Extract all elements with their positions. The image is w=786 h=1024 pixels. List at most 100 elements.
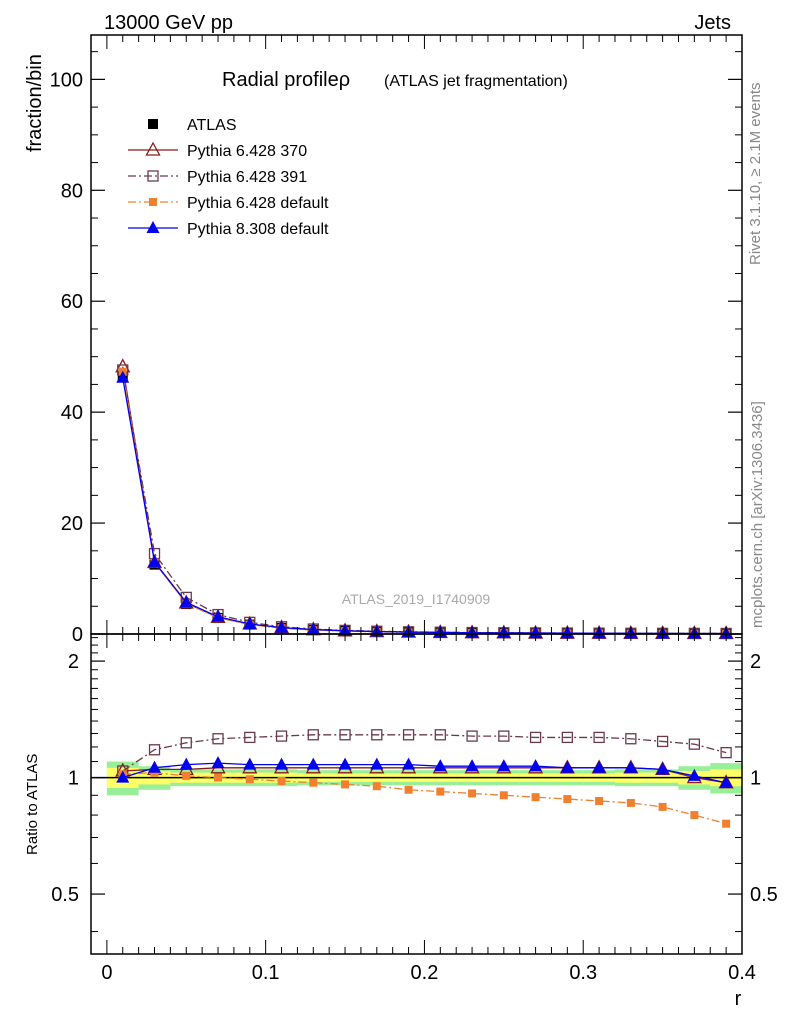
series-3-point [306,757,320,770]
series-3-point [370,757,384,770]
legend-entry: Pythia 6.428 391 [128,169,307,186]
series-1-point [593,731,605,744]
ratio-plot: 0.5 0.5 1 1 2 2 0 0.1 0.2 0.3 0.4 Ratio to ATLAS r [24,633,778,1010]
y-tick-label: 60 [61,291,83,313]
main-y-axis-label: fraction/bin [24,54,46,152]
legend-marker [149,198,157,206]
series-2-point [468,789,477,798]
series-4-point [179,595,193,608]
header-energy-label: 13000 GeV pp [104,12,233,34]
series-1-point [275,730,288,742]
series-2-point [245,775,254,784]
series-3-point [656,762,670,775]
y-tick-label: 20 [61,513,83,535]
mcplots-source-label: mcplots.cern.ch [arXiv:1306.3436] [749,401,766,628]
legend-label: ATLAS [187,117,237,134]
legend-marker [148,119,158,129]
series-2-point [722,819,731,828]
series-1-point [434,729,446,741]
series-3-point [179,757,193,770]
ratio-plot-frame [90,633,743,955]
x-tick-label: 0.1 [252,962,280,984]
ratio-y-tick-label: 2 [68,651,79,673]
series-1-point [466,730,478,742]
series-3-point [116,770,130,783]
series-1-point [402,729,415,741]
series-2-point [182,771,191,780]
series-4-point [275,620,289,633]
series-2-point [372,782,381,791]
chart-title: Radial profileρ [222,69,350,91]
series-3-point [275,757,289,770]
series-3-line [122,762,727,784]
x-tick-label: 0.3 [569,962,597,984]
x-tick-label: 0.2 [411,962,439,984]
ratio-y-tick-label: 1 [68,768,79,790]
x-tick-label: 0.4 [728,962,756,984]
series-1 [117,729,732,777]
series-2-point [563,795,572,804]
legend-entry: Pythia 8.308 default [128,221,329,238]
legend-marker [146,221,160,233]
series-2-point [436,787,445,796]
series-2-point [341,780,350,789]
series-2-point [595,796,604,805]
series-2-point [690,811,699,820]
series-3-point [719,775,733,788]
series-1-point [656,735,669,748]
x-axis-label: r [735,988,742,1010]
series-1-point [180,737,192,749]
series-3-point [402,757,416,770]
legend-label: Pythia 6.428 391 [187,169,307,186]
series-1-point [244,731,256,744]
series-3-point [497,759,511,772]
legend-entry: Pythia 6.428 370 [128,141,307,160]
legend-entry: ATLAS [148,117,237,134]
ratio-y-axis-label: Ratio to ATLAS [24,754,41,855]
series-1-point [529,731,542,744]
series-3-point [624,760,638,773]
series-4-point [116,370,130,383]
series-2-line [122,771,727,825]
series-2-point [309,778,318,787]
series-3-point [560,760,574,773]
series-3-point [211,756,225,769]
series-3-point [465,759,479,772]
y-tick-label: 0 [72,624,83,646]
series-3-point [338,757,352,770]
series-2-point [658,802,667,811]
series-3-point [529,759,543,772]
ratio-y-tick-label-right: 1 [750,768,761,790]
series-3-point [592,760,606,773]
series-1-point [498,730,510,742]
analysis-watermark: ATLAS_2019_I1740909 [342,591,491,607]
rivet-version-label: Rivet 3.1.10, ≥ 2.1M events [747,83,764,266]
series-3-point [687,768,701,781]
series-1-point [625,733,637,745]
ratio-y-tick-label: 0.5 [51,884,79,906]
series-2-point [499,791,508,800]
series-1-point [561,731,573,744]
series-1-point [720,746,732,759]
series-1-point [148,744,161,756]
ratio-y-tick-label-right: 2 [750,651,761,673]
series-3 [116,756,733,788]
series-4-point [148,554,162,567]
legend-label: Pythia 8.308 default [187,221,329,238]
legend-label: Pythia 6.428 370 [187,143,307,160]
series-1-point [212,733,224,745]
series-4-point [243,617,257,630]
y-tick-label: 40 [61,402,83,424]
header-process-label: Jets [694,12,731,34]
series-2-point [404,785,413,794]
ratio-y-tick-label-right: 0.5 [750,884,778,906]
series-1-point [307,729,319,741]
legend-marker [147,170,159,182]
chart-subtitle: (ATLAS jet fragmentation) [384,73,568,90]
series-3-point [243,757,257,770]
y-tick-label: 80 [61,180,83,202]
series-2-point [626,798,635,807]
series-3-point [148,760,162,773]
series-2-point [277,776,286,785]
legend-marker [145,141,161,156]
